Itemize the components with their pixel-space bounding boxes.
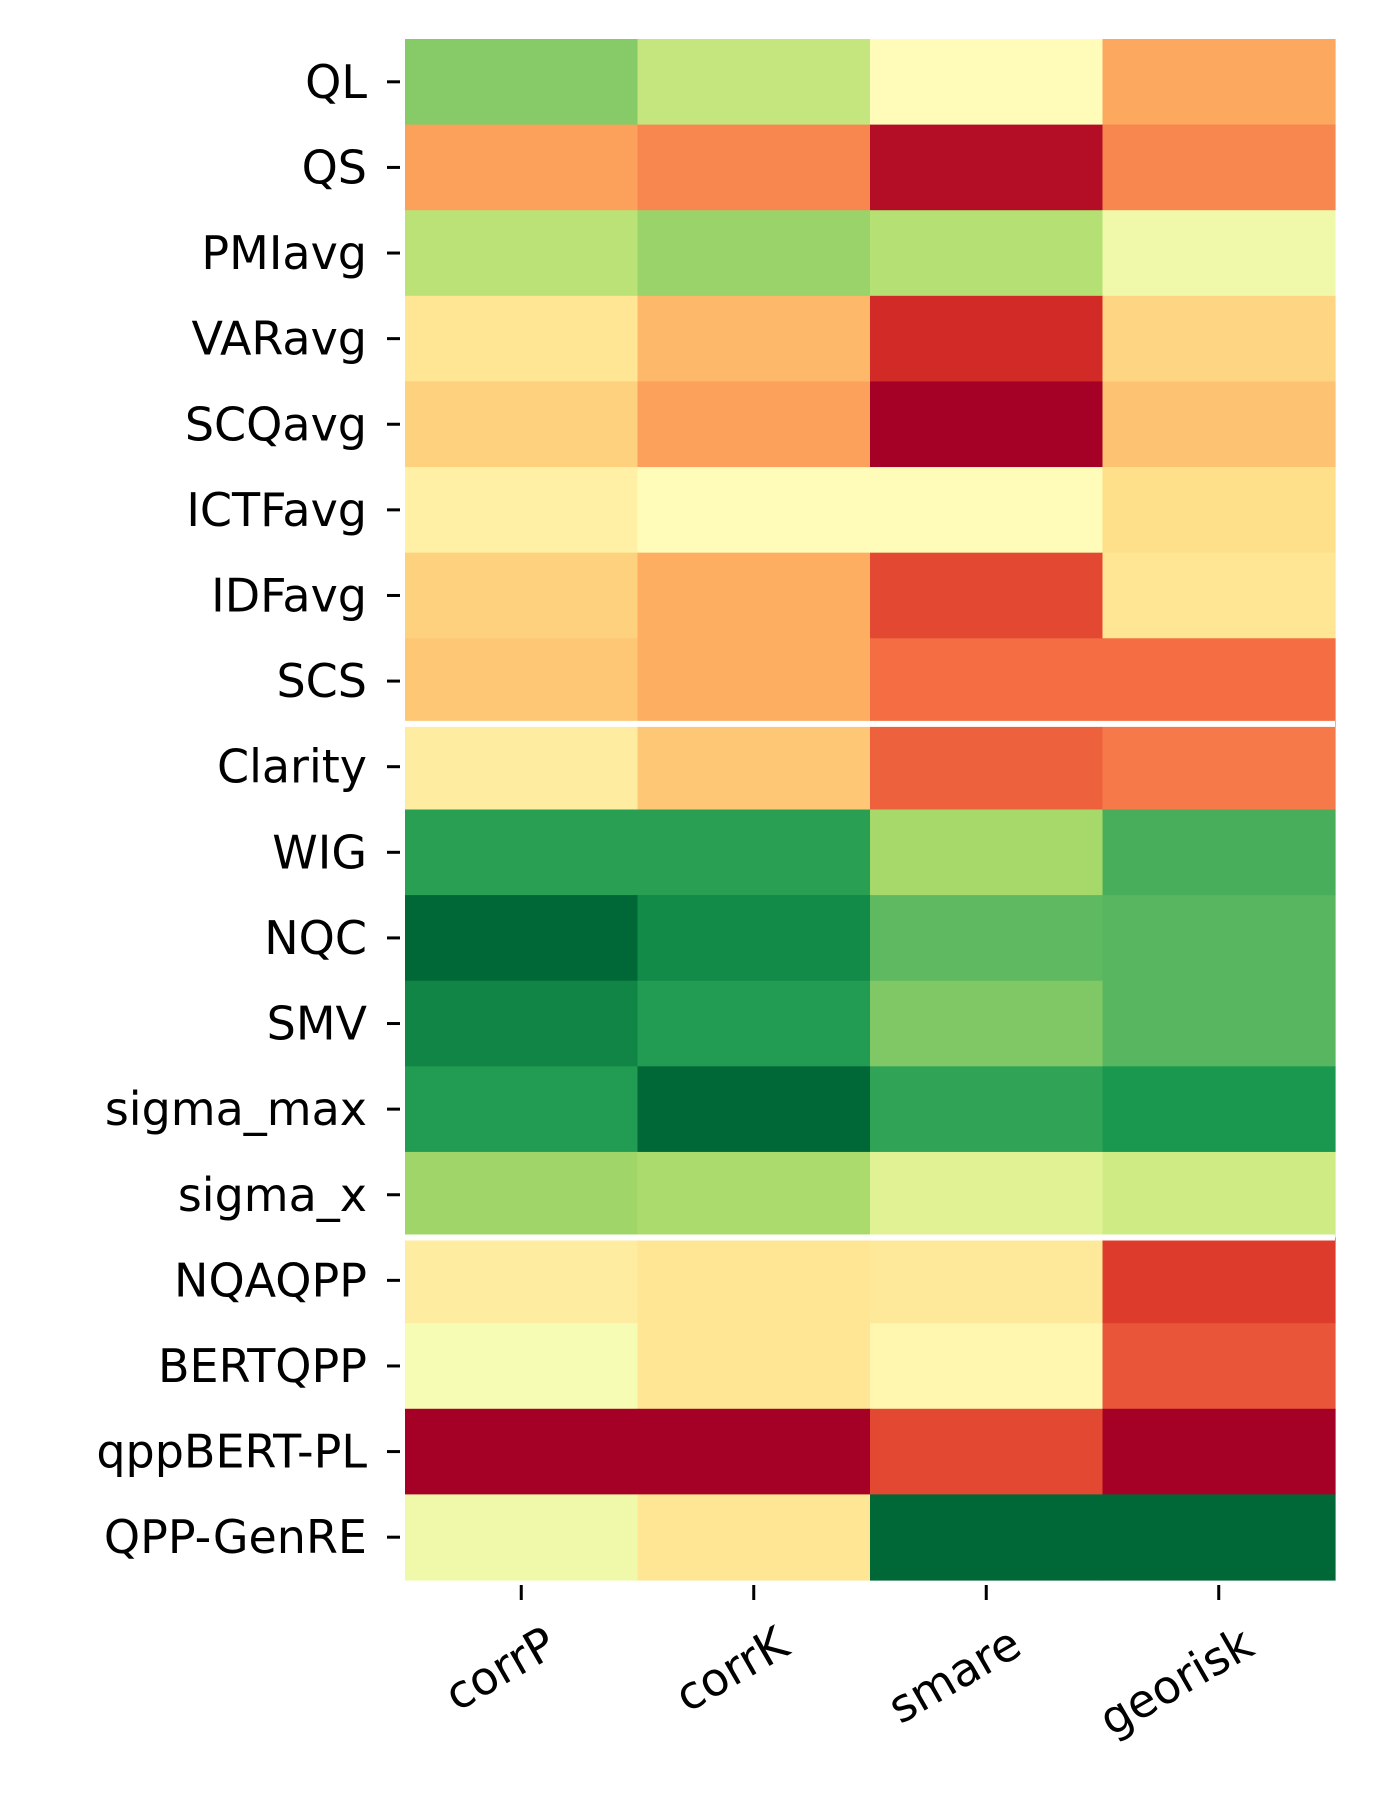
y-tick-label-nqaqpp: NQAQPP xyxy=(174,1253,367,1307)
heatmap-cell-scqavg-corrk xyxy=(637,381,871,468)
heatmap-cell-smv-corrp xyxy=(405,980,639,1067)
heatmap-cell-sigma-max-georisk xyxy=(1102,1066,1336,1153)
y-tick-label-pmiavg: PMIavg xyxy=(201,226,367,280)
y-tick-label-varavg: VARavg xyxy=(191,312,367,366)
y-tick-label-nqc: NQC xyxy=(264,911,367,965)
heatmap-cell-bertqpp-smare xyxy=(870,1323,1104,1410)
heatmap-cell-pmiavg-corrk xyxy=(637,210,871,297)
heatmap-cell-qppbert-pl-georisk xyxy=(1102,1408,1336,1495)
heatmap-cell-bertqpp-georisk xyxy=(1102,1323,1336,1410)
heatmap-cell-qpp-genre-corrp xyxy=(405,1494,639,1581)
heatmap-cell-sigma-x-corrk xyxy=(637,1151,871,1239)
heatmap-cell-qs-georisk xyxy=(1102,124,1336,211)
heatmap-cell-sigma-x-georisk xyxy=(1102,1151,1336,1239)
heatmap-cell-pmiavg-georisk xyxy=(1102,210,1336,297)
x-tick-label-corrp: corrP xyxy=(435,1616,564,1722)
heatmap-cell-qppbert-pl-corrk xyxy=(637,1408,871,1495)
heatmap-cell-varavg-corrp xyxy=(405,295,639,383)
heatmap-cell-qs-smare xyxy=(870,124,1104,211)
heatmap-cell-wig-corrp xyxy=(405,809,639,896)
heatmap-cell-nqaqpp-corrp xyxy=(405,1237,639,1324)
heatmap-cell-scqavg-smare xyxy=(870,381,1104,468)
heatmap-cell-qpp-genre-smare xyxy=(870,1494,1104,1581)
heatmap-cell-qs-corrk xyxy=(637,124,871,211)
y-tick-label-wig: WIG xyxy=(272,825,367,879)
heatmap-cell-ql-corrk xyxy=(637,39,871,126)
heatmap-cell-clarity-corrk xyxy=(637,723,871,811)
heatmap-cell-scs-corrk xyxy=(637,638,871,725)
y-tick-label-bertqpp: BERTQPP xyxy=(158,1339,367,1393)
y-tick-label-qppbert-pl: qppBERT-PL xyxy=(96,1425,367,1479)
heatmap-cell-ictfavg-smare xyxy=(870,467,1104,554)
heatmap-cell-smv-georisk xyxy=(1102,980,1336,1067)
heatmap-cell-ql-smare xyxy=(870,39,1104,126)
x-tick-label-corrk: corrK xyxy=(666,1615,799,1723)
heatmap-cell-qs-corrp xyxy=(405,124,639,211)
heatmap-cell-idfavg-corrp xyxy=(405,552,639,639)
y-tick-label-sigma-x: sigma_x xyxy=(178,1168,367,1222)
heatmap-cell-nqc-georisk xyxy=(1102,895,1336,982)
heatmap-cell-idfavg-corrk xyxy=(637,552,871,639)
heatmap-cell-sigma-x-smare xyxy=(870,1151,1104,1239)
heatmap-cell-idfavg-georisk xyxy=(1102,552,1336,639)
x-tick-label-smare: smare xyxy=(879,1616,1030,1734)
heatmap-cell-wig-corrk xyxy=(637,809,871,896)
heatmap-cell-nqaqpp-corrk xyxy=(637,1237,871,1324)
heatmap-cell-bertqpp-corrk xyxy=(637,1323,871,1410)
heatmap-cell-scs-corrp xyxy=(405,638,639,725)
heatmap-cell-varavg-georisk xyxy=(1102,295,1336,383)
heatmap-cell-nqc-corrp xyxy=(405,895,639,982)
y-tick-label-scs: SCS xyxy=(276,654,367,708)
heatmap-cell-qppbert-pl-corrp xyxy=(405,1408,639,1495)
y-tick-label-scqavg: SCQavg xyxy=(185,397,367,451)
heatmap-cell-scqavg-corrp xyxy=(405,381,639,468)
heatmap-cell-nqaqpp-smare xyxy=(870,1237,1104,1324)
heatmap-cell-sigma-max-smare xyxy=(870,1066,1104,1153)
heatmap-cell-pmiavg-smare xyxy=(870,210,1104,297)
heatmap-cell-clarity-georisk xyxy=(1102,723,1336,811)
heatmap-cell-nqc-smare xyxy=(870,895,1104,982)
y-tick-label-ql: QL xyxy=(305,55,367,109)
heatmap-cell-scqavg-georisk xyxy=(1102,381,1336,468)
y-tick-label-qpp-genre: QPP-GenRE xyxy=(104,1510,367,1564)
heatmap-cell-nqc-corrk xyxy=(637,895,871,982)
heatmap-cell-idfavg-smare xyxy=(870,552,1104,639)
heatmap-cell-ql-corrp xyxy=(405,39,639,126)
heatmap-cell-scs-smare xyxy=(870,638,1104,725)
heatmap-cell-bertqpp-corrp xyxy=(405,1323,639,1410)
x-tick-label-georisk: georisk xyxy=(1090,1616,1263,1747)
heatmap-cell-scs-georisk xyxy=(1102,638,1336,725)
heatmap-cell-pmiavg-corrp xyxy=(405,210,639,297)
heatmap-cell-sigma-max-corrk xyxy=(637,1066,871,1153)
heatmap-cell-smv-corrk xyxy=(637,980,871,1067)
y-tick-label-qs: QS xyxy=(302,140,367,194)
heatmap-cell-sigma-max-corrp xyxy=(405,1066,639,1153)
heatmap-cell-clarity-corrp xyxy=(405,723,639,811)
heatmap-cell-ictfavg-corrp xyxy=(405,467,639,554)
heatmap-cell-nqaqpp-georisk xyxy=(1102,1237,1336,1324)
heatmap-cell-qpp-genre-corrk xyxy=(637,1494,871,1581)
y-tick-label-clarity: Clarity xyxy=(217,740,367,794)
y-tick-label-smv: SMV xyxy=(267,997,368,1051)
heatmap-cell-qppbert-pl-smare xyxy=(870,1408,1104,1495)
heatmap-cell-qpp-genre-georisk xyxy=(1102,1494,1336,1581)
heatmap-cell-smv-smare xyxy=(870,980,1104,1067)
heatmap-cell-sigma-x-corrp xyxy=(405,1151,639,1239)
heatmap-cell-varavg-corrk xyxy=(637,295,871,383)
heatmap-cell-ql-georisk xyxy=(1102,39,1336,126)
heatmap-cell-ictfavg-corrk xyxy=(637,467,871,554)
heatmap-cell-wig-smare xyxy=(870,809,1104,896)
heatmap-cell-wig-georisk xyxy=(1102,809,1336,896)
y-tick-label-ictfavg: ICTFavg xyxy=(186,483,367,537)
y-tick-label-sigma-max: sigma_max xyxy=(105,1082,367,1136)
y-tick-label-idfavg: IDFavg xyxy=(211,568,367,622)
heatmap-cell-clarity-smare xyxy=(870,723,1104,811)
heatmap-cell-ictfavg-georisk xyxy=(1102,467,1336,554)
heatmap-cell-varavg-smare xyxy=(870,295,1104,383)
